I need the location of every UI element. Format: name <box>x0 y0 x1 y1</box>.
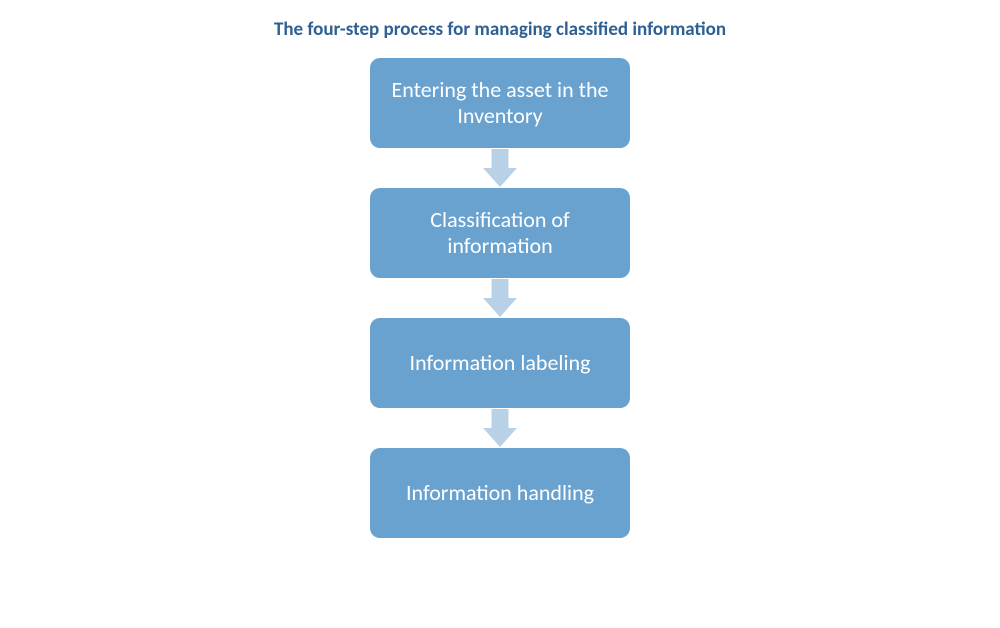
arrow-down-icon <box>483 149 517 187</box>
flow-arrow-2 <box>483 279 517 317</box>
arrow-down-icon <box>483 409 517 447</box>
arrow-down-icon <box>483 279 517 317</box>
flow-node-n2: Classification of information <box>370 188 630 278</box>
diagram-title: The four-step process for managing class… <box>0 18 1000 41</box>
flow-arrow-3 <box>483 409 517 447</box>
flow-node-n3: Information labeling <box>370 318 630 408</box>
flow-arrow-1 <box>483 149 517 187</box>
flow-node-n1: Entering the asset in the Inventory <box>370 58 630 148</box>
diagram-canvas: The four-step process for managing class… <box>0 0 1000 628</box>
flow-node-n4: Information handling <box>370 448 630 538</box>
